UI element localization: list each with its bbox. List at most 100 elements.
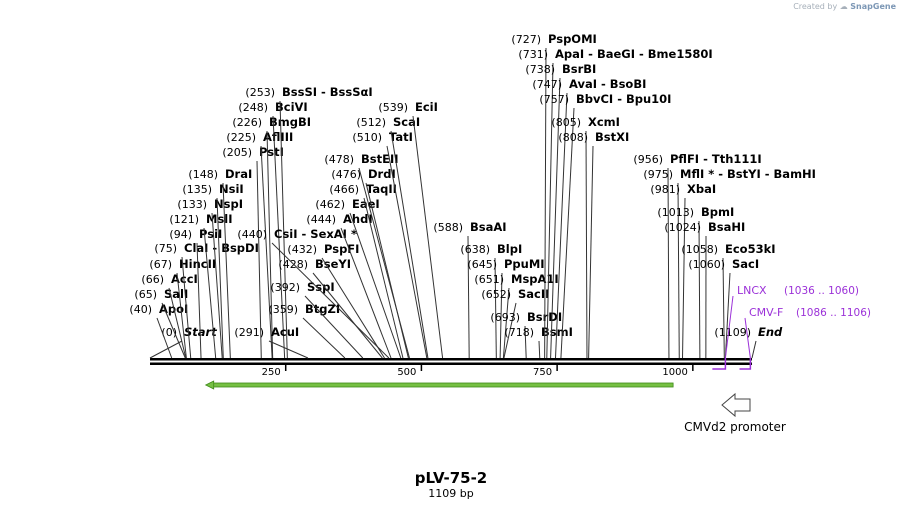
cut-site-position: (510) (352, 131, 382, 144)
cut-site-position: (981) (650, 183, 680, 196)
cut-site-line (358, 167, 410, 359)
cut-site-name: ApaI - BaeGI - Bme1580I (555, 47, 713, 61)
axis-tick-label: 750 (533, 367, 552, 378)
cut-site-name: BtgZI (305, 302, 340, 316)
cut-site-position: (588) (433, 221, 463, 234)
cut-site-name: Eco53kI (725, 242, 776, 256)
cut-site-name: SacII (518, 287, 549, 301)
cut-site-line (268, 340, 309, 359)
cut-site-name: AcuI (271, 325, 299, 339)
cut-site-position: (651) (474, 273, 504, 286)
cut-site-name: BpmI (701, 205, 734, 219)
cut-site-line (467, 235, 470, 359)
cut-site-line (538, 340, 541, 359)
primer-leader-line (744, 317, 751, 359)
cut-site-name: AvaI - BsoBI (569, 77, 646, 91)
primer-bracket (712, 358, 727, 370)
cut-site-position: (359) (268, 303, 298, 316)
cut-site-position: (121) (169, 213, 199, 226)
cut-site-name: DrdI (368, 167, 396, 181)
primer-name: CMV-F (749, 306, 783, 319)
cut-site-position: (392) (270, 281, 300, 294)
cut-site-name: End (758, 325, 783, 339)
axis-tick-label: 1000 (662, 367, 687, 378)
cut-site-position: (67) (149, 258, 172, 271)
cut-site-line (554, 92, 568, 359)
cut-site-position: (440) (237, 228, 267, 241)
cut-site-position: (94) (169, 228, 192, 241)
cut-site-position: (1109) (714, 326, 751, 339)
cut-site-name: SacI (732, 257, 759, 271)
cut-site-name: MflI * - BstYI - BamHI (680, 167, 816, 181)
cut-site-name: XcmI (588, 115, 620, 129)
backbone-top-strand (150, 358, 752, 361)
cut-site-line (349, 212, 402, 359)
cut-site-line (176, 272, 187, 359)
cut-site-line (502, 287, 510, 359)
cut-site-line (161, 302, 186, 359)
plasmid-length: 1109 bp (428, 487, 473, 500)
cut-site-line (412, 115, 444, 359)
cut-site-name: NsiI (219, 182, 244, 196)
orf-arrow-bar (211, 382, 674, 388)
cut-site-line (390, 130, 429, 359)
cut-site-position: (65) (134, 288, 157, 301)
cut-site-name: PspOMI (548, 32, 597, 46)
axis-tick-label: 250 (262, 367, 281, 378)
cut-site-line (216, 197, 224, 359)
cut-site-name: PflFI - Tth111I (670, 152, 762, 166)
cut-site-position: (512) (356, 116, 386, 129)
cut-site-position: (75) (154, 242, 177, 255)
cut-site-position: (291) (234, 326, 264, 339)
primer-name: LNCX (737, 284, 767, 297)
cut-site-position: (133) (177, 198, 207, 211)
watermark-prefix: Created by (793, 2, 838, 11)
cut-site-name: PstI (259, 145, 284, 159)
cut-site-position: (432) (287, 243, 317, 256)
cut-site-name: BbvCI - Bpu10I (576, 92, 671, 106)
cut-site-position: (805) (551, 116, 581, 129)
cut-site-name: BstEII (361, 152, 399, 166)
cut-site-line (499, 272, 503, 359)
cut-site-name: ClaI - BspDI (184, 241, 259, 255)
cut-site-name: DraI (225, 167, 252, 181)
cut-site-line (271, 242, 390, 359)
cut-site-line (722, 257, 725, 359)
promoter-label: CMVd2 promoter (684, 420, 786, 434)
cut-site-line (321, 257, 385, 359)
cut-site-line (524, 325, 527, 359)
cut-site-line (279, 100, 288, 359)
cut-site-line (585, 130, 588, 359)
primer-range: (1086 .. 1106) (796, 307, 871, 319)
cut-site-name: EciI (415, 100, 438, 114)
cut-site-line (363, 197, 404, 359)
cut-site-name: TatI (389, 130, 413, 144)
cut-site-name: AflIII (263, 130, 293, 144)
cut-site-position: (462) (315, 198, 345, 211)
cut-site-position: (731) (518, 48, 548, 61)
cut-site-line (156, 317, 173, 359)
cut-site-position: (248) (238, 101, 268, 114)
cut-site-name: BstXI (595, 130, 629, 144)
watermark: Created by ☁ SnapGene (793, 2, 896, 11)
cut-site-name: MslI (206, 212, 233, 226)
cut-site-line (546, 62, 554, 359)
cut-site-position: (466) (329, 183, 359, 196)
cut-site-name: BlpI (497, 242, 522, 256)
cut-site-line (203, 227, 217, 359)
cut-site-line (503, 302, 517, 359)
axis-tick-label: 500 (397, 367, 416, 378)
promoter-arrow-icon (721, 392, 751, 418)
primer-leader-line (724, 295, 734, 359)
cut-site-position: (1058) (681, 243, 718, 256)
cut-site-position: (1013) (657, 206, 694, 219)
cut-site-position: (253) (245, 86, 275, 99)
cut-site-line (550, 77, 561, 359)
cut-site-position: (652) (481, 288, 511, 301)
cut-site-line (386, 145, 428, 359)
orf-arrow-head (204, 380, 215, 390)
cut-site-position: (747) (532, 78, 562, 91)
cut-site-position: (444) (306, 213, 336, 226)
cut-site-line (698, 220, 701, 359)
cut-site-position: (738) (525, 63, 555, 76)
